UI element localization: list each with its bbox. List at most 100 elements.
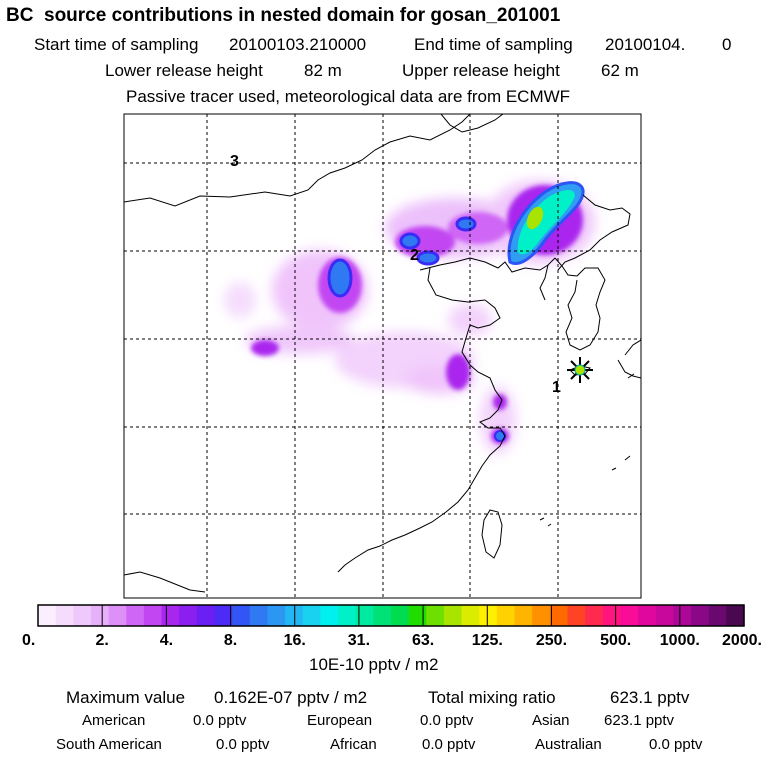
colorbar-swatch [726,605,745,626]
colorbar-swatch [443,605,463,626]
colorbar-swatch [214,605,233,626]
colorbar-tick-label: 31. [348,632,370,649]
colorbar-swatch [267,605,286,626]
colorbar-swatch [638,605,657,626]
colorbar-units: 10E-10 pptv / m2 [309,655,439,674]
colorbar-swatch [496,605,516,626]
total-mixing-value: 623.1 pptv [610,688,690,707]
colorbar-swatch [249,605,269,626]
colorbar-tick-label: 4. [160,632,173,649]
region-european-label: European [307,712,373,729]
end-time-hour: 0 [722,35,732,54]
graticule [124,114,641,598]
max-value: 0.162E-07 pptv / m2 [214,688,368,707]
colorbar-swatch [338,605,357,626]
hainan-coast [124,571,206,593]
korea-north-border [554,257,578,277]
colorbar-dividers [101,605,681,626]
colorbar-swatch [426,605,445,626]
colorbar-tick-label: 2000. [722,632,762,649]
shandong-coast [469,299,501,329]
total-mixing-label: Total mixing ratio [428,688,556,707]
colorbar-swatch [161,605,180,626]
lower-height-value: 82 m [304,61,342,80]
japan-kyushu [624,339,641,356]
plume-mid-layer [493,394,507,410]
end-time-label: End time of sampling [414,35,573,54]
colorbar-swatch [479,605,498,626]
colorbar-swatch [567,605,586,626]
colorbar-tick-label: 125. [472,632,503,649]
plume-core [327,258,353,298]
colorbar-swatch [143,605,163,626]
receptor-asterisk-icon [567,357,593,383]
upper-height-label: Upper release height [402,61,560,80]
colorbar-swatch [461,605,480,626]
colorbar-swatch [355,605,374,626]
colorbar-swatch [585,605,604,626]
plume-core [517,190,575,255]
japan-small-island [627,373,635,379]
north-china-coast [419,257,556,273]
region-european-value: 0.0 pptv [420,712,474,729]
colorbar-tick-label: 63. [412,632,434,649]
colorbar-swatch [38,605,57,626]
plume-mid-layer [446,354,470,390]
colorbar-swatch [196,605,216,626]
colorbar-swatch [373,605,392,626]
colorbar-swatch [320,605,339,626]
grid-label-1: 1 [552,379,561,396]
colorbar-swatch [673,605,692,626]
colorbar-tick-label: 250. [536,632,567,649]
grid-label-2: 2 [410,247,419,264]
end-time-value: 20100104. [605,35,686,54]
region-australian-label: Australian [535,736,602,753]
lower-height-label: Lower release height [105,61,263,80]
max-value-label: Maximum value [66,688,186,707]
coastlines [124,114,641,593]
plume-core [416,250,440,266]
colorbar-swatch [55,605,74,626]
map-frame [123,113,642,599]
colorbar-swatch [73,605,92,626]
colorbar-swatch [620,605,639,626]
upper-height-value: 62 m [601,61,639,80]
region-south-american-value: 0.0 pptv [216,736,270,753]
colorbar-swatch [391,605,410,626]
plume-cores [327,181,585,442]
china-border-east [557,194,631,271]
plume-core [455,216,477,232]
colorbar-swatch [285,605,304,626]
colorbar-swatch [302,605,321,626]
plume-halo [224,282,256,318]
colorbar-tick-label: 2. [96,632,109,649]
colorbar-swatch [708,605,727,626]
region-asian-label: Asian [532,712,570,729]
colorbar-swatch [549,605,569,626]
colorbar-tick-label: 500. [600,632,631,649]
east-china-coast [337,324,506,573]
liaodong-coast [539,264,549,301]
colorbar-swatch [232,605,251,626]
colorbar-tick-label: 0. [22,632,35,649]
china-border-north [440,114,504,133]
start-time-value: 20100103.210000 [229,35,367,54]
region-south-american-label: South American [56,736,162,753]
colorbar-swatch [514,605,533,626]
region-american-label: American [82,712,146,729]
region-australian-value: 0.0 pptv [649,736,703,753]
region-african-value: 0.0 pptv [422,736,476,753]
colorbar-swatch [602,605,622,626]
plume-mid-layer [251,340,279,356]
colorbar-swatches [38,605,745,626]
colorbar-swatch [126,605,145,626]
colorbar-swatch [90,605,110,626]
colorbar-frame [37,604,745,627]
colorbar-swatch [408,605,427,626]
ryukyu-islands [539,455,631,527]
colorbar-swatch [532,605,551,626]
chart-title: BC source contributions in nested domain… [6,5,561,26]
taiwan-coast [481,509,503,559]
